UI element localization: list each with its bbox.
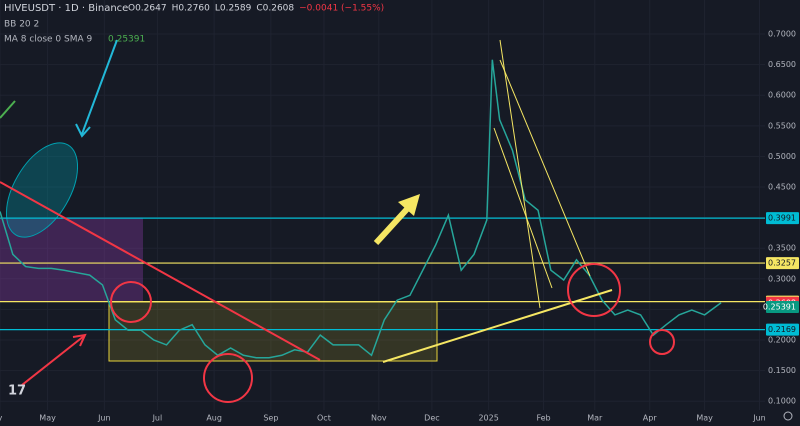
y-tick-label: 0.2000	[768, 335, 796, 344]
arrow-head	[72, 333, 87, 347]
indicator-value: 0.25391	[108, 35, 145, 45]
arrow	[81, 39, 118, 135]
x-tick-label: Jul	[152, 414, 163, 423]
circle	[567, 263, 621, 317]
arrow	[373, 205, 411, 246]
x-tick-label: Oct	[317, 414, 331, 423]
ohlc-value: C0.2608	[256, 4, 294, 14]
x-tick-label: Sep	[263, 414, 278, 423]
ohlc-value: O0.2647	[128, 4, 167, 14]
settings[interactable]	[783, 411, 793, 421]
x-tick-label: Mar	[587, 414, 603, 423]
zone-yellow	[108, 301, 438, 362]
y-tick-label: 0.5000	[768, 152, 796, 161]
plot	[0, 59, 722, 359]
y-tick-label: 0.7000	[768, 30, 796, 39]
x-tick-label: Nov	[371, 414, 387, 423]
circle	[649, 329, 675, 355]
x-tick-label: Feb	[536, 414, 550, 423]
x-tick-label: Apr	[643, 414, 658, 423]
x-tick-label: 2025	[478, 414, 498, 423]
y-tick-label: 0.1000	[768, 397, 796, 406]
y-tick-label: 0.6000	[768, 91, 796, 100]
circle	[110, 281, 152, 323]
price-line	[0, 59, 722, 359]
trendline-red	[0, 181, 321, 361]
arrow-head	[398, 194, 420, 216]
price-tag-label: 0.2169	[768, 325, 796, 334]
arrow	[21, 335, 85, 386]
arrow	[0, 100, 16, 119]
y-tick-label: 0.5500	[768, 121, 796, 130]
price-tag-label: 0.3257	[768, 259, 796, 268]
ohlc-value: L0.2589	[215, 4, 252, 14]
price-tag-label: 0.25391	[763, 303, 796, 312]
trendline-yellow	[499, 39, 541, 309]
price-tag	[766, 257, 799, 270]
indicator: BB 20 2	[4, 20, 39, 30]
x-tick-label: Dec	[424, 414, 439, 423]
x-tick-label: May	[39, 414, 56, 423]
y-tick-label: 0.3500	[768, 244, 796, 253]
indicator: MA 8 close 0 SMA 9	[4, 35, 92, 45]
grid	[0, 0, 765, 410]
price-axis	[765, 0, 800, 410]
price-tag	[766, 212, 799, 225]
ohlc: O0.2647 H0.2760 L0.2589 C0.2608 −0.0041 (−1.…	[128, 4, 384, 14]
price-tag	[766, 301, 799, 314]
circle	[203, 353, 253, 403]
trendline-yellow	[382, 289, 613, 363]
y-tick-label: 0.3000	[768, 274, 796, 283]
y-tick-label: 0.4500	[768, 183, 796, 192]
y-tick-label: 0.1500	[768, 366, 796, 375]
axes: 0.10000.15000.20000.25000.30000.35000.40…	[0, 30, 799, 423]
x-tick-label: May	[696, 414, 713, 423]
trendline-yellow	[499, 59, 591, 277]
x-tick-label: y	[0, 414, 3, 423]
zone-purple	[0, 218, 143, 302]
ohlc-value: −0.0041 (−1.55%)	[299, 4, 384, 14]
ohlc-value: H0.2760	[172, 4, 211, 14]
y-tick-label: 0.6500	[768, 60, 796, 69]
logo[interactable]: 17	[8, 384, 26, 399]
x-tick-label: Aug	[206, 414, 222, 423]
symbol: HIVEUSDT · 1D · Binance	[4, 3, 128, 14]
arrow-head	[75, 123, 91, 138]
ellipse	[5, 142, 79, 238]
x-tick-label: Jun	[752, 414, 766, 423]
price-tag	[766, 323, 799, 336]
x-tick-label: Jun	[97, 414, 111, 423]
price-tag-label: 0.3991	[768, 214, 796, 223]
trendline-yellow	[493, 127, 553, 289]
